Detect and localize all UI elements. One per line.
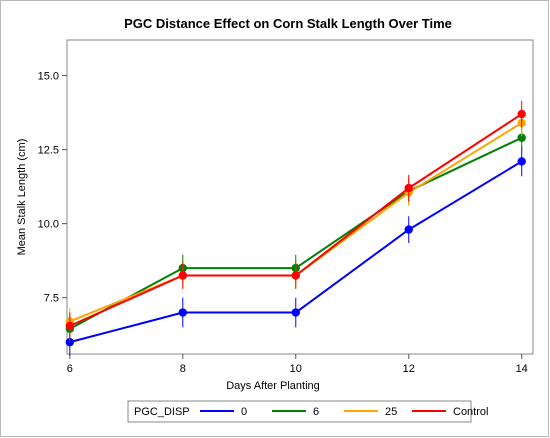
- data-point: [178, 308, 187, 317]
- data-point: [65, 321, 75, 331]
- chart-title: PGC Distance Effect on Corn Stalk Length…: [124, 16, 452, 31]
- legend-items: 0 6 25 Control: [200, 406, 488, 418]
- series-layer: [65, 100, 526, 356]
- x-tick-label: 14: [516, 363, 528, 375]
- data-point: [404, 225, 413, 234]
- data-point: [404, 183, 413, 193]
- x-tick-label: 10: [290, 363, 302, 375]
- x-tick-label: 6: [67, 363, 73, 375]
- x-tick-label: 8: [180, 363, 186, 375]
- data-point: [517, 109, 526, 119]
- y-tick-label: 7.5: [44, 293, 59, 305]
- legend-label-25: 25: [385, 406, 397, 418]
- data-point: [291, 271, 300, 280]
- legend-box: [127, 400, 472, 423]
- y-axis: 7.5 10.0 12.5 15.0: [38, 71, 67, 305]
- x-axis: 6 8 10 12 14: [67, 354, 528, 375]
- x-tick-label: 12: [403, 363, 415, 375]
- series-control: [65, 100, 526, 340]
- legend-title: PGC_DISP: [134, 406, 190, 418]
- x-axis-label: Days After Planting: [226, 380, 320, 392]
- data-point: [517, 133, 526, 142]
- y-axis-label: Mean Stalk Length (cm): [16, 139, 28, 256]
- legend-label-control: Control: [453, 406, 488, 418]
- y-tick-label: 12.5: [38, 145, 59, 157]
- legend-label-6: 6: [313, 406, 319, 418]
- legend-label-0: 0: [241, 406, 247, 418]
- data-point: [291, 308, 300, 317]
- data-point: [517, 157, 526, 166]
- data-point: [178, 271, 187, 280]
- y-tick-label: 15.0: [38, 71, 59, 83]
- y-tick-label: 10.0: [38, 219, 59, 231]
- plot-area: [66, 39, 534, 355]
- series-0: [65, 146, 526, 356]
